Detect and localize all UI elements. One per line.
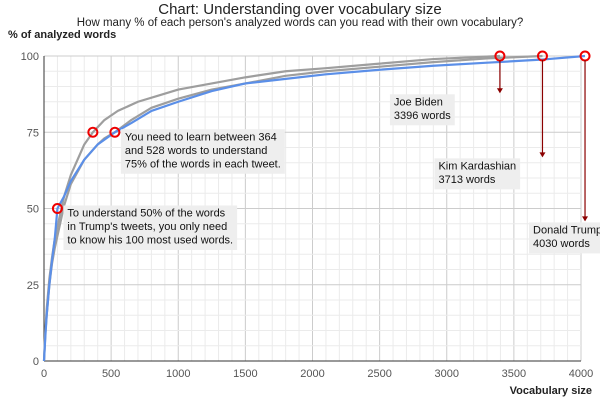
annotation-pointer-arrow — [539, 152, 546, 158]
annotation-text: and 528 words to understand — [125, 145, 268, 157]
annotation-box — [63, 205, 238, 250]
y-axis-label: % of analyzed words — [8, 29, 116, 41]
x-tick-label: 2500 — [367, 368, 391, 380]
annotation-box — [120, 129, 285, 174]
x-tick-label: 500 — [102, 368, 120, 380]
y-tick-label: 0 — [33, 356, 39, 368]
x-tick-label: 3500 — [502, 368, 526, 380]
annotation: Donald Trump 4030 words — [529, 60, 600, 254]
series-lines — [42, 54, 586, 362]
annotation-text: Joe Biden — [394, 96, 443, 108]
x-tick-label: 3000 — [435, 368, 459, 380]
annotation-text: to know his 100 most used words. — [67, 235, 233, 247]
annotation-box — [434, 158, 521, 190]
annotation-box — [529, 222, 600, 254]
annotation-text: 3713 words — [438, 174, 495, 186]
x-tick-label: 4000 — [569, 368, 593, 380]
y-tick-label: 50 — [27, 204, 39, 216]
y-tick-label: 75 — [27, 127, 39, 139]
chart-title: Chart: Understanding over vocabulary siz… — [158, 1, 441, 18]
annotation-text: To understand 50% of the words — [67, 208, 225, 220]
annotation-text: You need to learn between 364 — [125, 131, 277, 143]
annotation-pointer-arrow — [582, 216, 589, 222]
x-axis-label: Vocabulary size — [510, 385, 592, 397]
annotation-text: Kim Kardashian — [438, 160, 516, 172]
chart-subtitle: How many % of each person's analyzed wor… — [77, 17, 523, 29]
annotation-text: in Trump's tweets, you only need — [67, 221, 227, 233]
x-tick-label: 0 — [41, 368, 47, 380]
annotation-box — [389, 94, 455, 126]
annotation: Joe Biden 3396 words — [389, 60, 503, 126]
annotation: You need to learn between 364 and 528 wor… — [120, 129, 285, 174]
x-tick-label: 1500 — [233, 368, 257, 380]
data-marker — [51, 203, 63, 214]
annotation: Kim Kardashian 3713 words — [434, 60, 546, 190]
y-tick-label: 100 — [21, 51, 39, 63]
y-tick-label: 25 — [27, 280, 39, 292]
annotation-text: 4030 words — [533, 238, 590, 250]
x-tick-label: 1000 — [166, 368, 190, 380]
tick-labels: 0 500 1000 1500 2000 2500 3000 3500 4000 0 25 50 75 1… — [21, 51, 594, 380]
annotation-pointer-arrow — [496, 88, 503, 94]
x-tick-label: 2000 — [300, 368, 324, 380]
series-line-donald-trump — [42, 54, 586, 362]
annotation-text: Donald Trump — [533, 224, 600, 236]
data-marker — [87, 126, 99, 138]
annotation-text: 75% of the words in each tweet. — [125, 158, 281, 170]
data-marker — [109, 126, 121, 138]
annotation-text: 3396 words — [394, 110, 451, 122]
